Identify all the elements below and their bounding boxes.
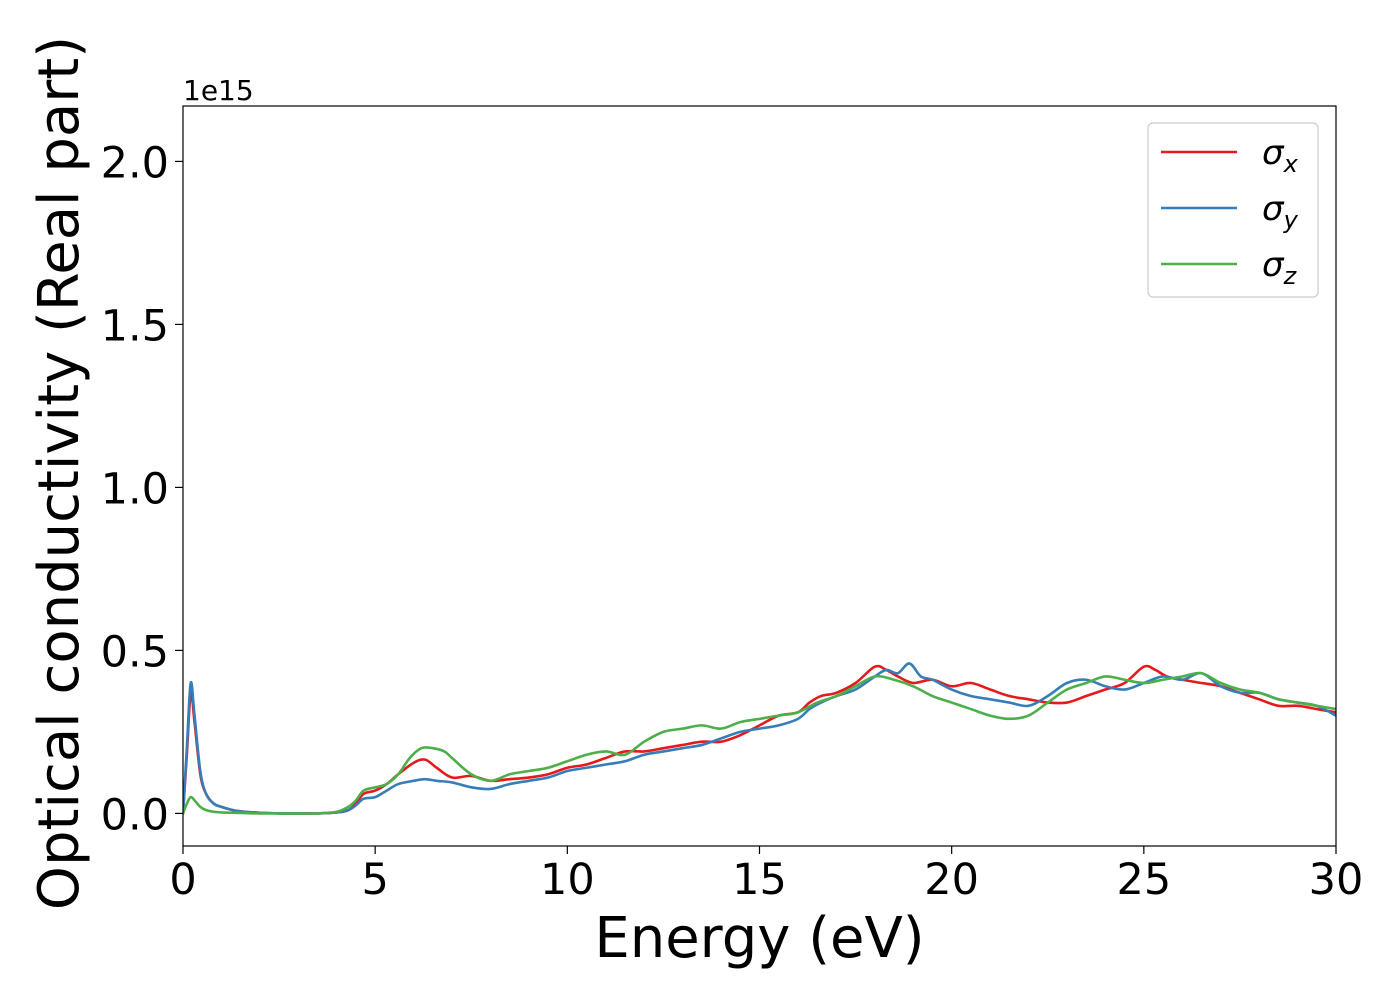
legend-label-y: σy xyxy=(1262,189,1299,234)
legend-box xyxy=(1147,122,1319,298)
y-axis: 0.0 0.5 1.0 1.5 2.0 xyxy=(101,138,183,840)
x-tick-label: 5 xyxy=(361,855,388,905)
y-axis-label: Optical conductivity (Real part) xyxy=(27,36,92,910)
x-axis-label: Energy (eV) xyxy=(594,906,924,971)
y-tick-label: 0.0 xyxy=(101,790,169,840)
y-offset-label: 1e15 xyxy=(183,74,254,107)
y-tick-label: 0.5 xyxy=(101,627,169,677)
legend: σx σy σz xyxy=(1147,122,1319,298)
y-tick-label: 1.0 xyxy=(101,464,169,514)
x-tick-label: 0 xyxy=(169,855,196,905)
x-tick-label: 25 xyxy=(1116,855,1171,905)
legend-label-x: σx xyxy=(1262,133,1299,178)
legend-label-z: σz xyxy=(1262,245,1298,290)
x-tick-label: 20 xyxy=(924,855,979,905)
y-tick-label: 1.5 xyxy=(101,301,169,351)
x-axis: 0 5 10 15 20 25 30 xyxy=(169,846,1363,905)
x-tick-label: 30 xyxy=(1309,855,1364,905)
x-tick-label: 10 xyxy=(540,855,595,905)
x-tick-label: 15 xyxy=(732,855,787,905)
series-layer xyxy=(183,662,1336,815)
y-tick-label: 2.0 xyxy=(101,138,169,188)
series-line-z xyxy=(183,671,1336,815)
